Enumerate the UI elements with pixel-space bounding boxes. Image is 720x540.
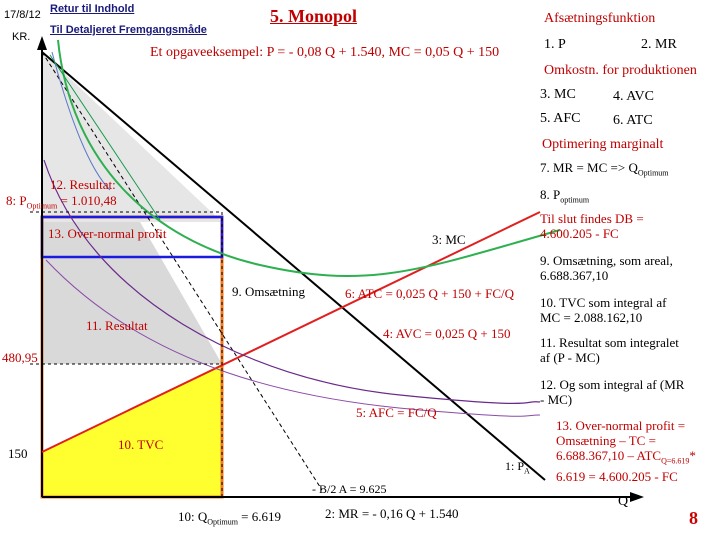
mc-line: [41, 211, 541, 453]
demand-function-heading: Afsætningsfunktion: [544, 11, 656, 26]
step-11: 11. Resultat som integralet af (P - MC): [540, 335, 679, 365]
y-value-150: 150: [8, 446, 28, 461]
pa-label: 1: PA: [505, 459, 530, 476]
optimization-heading: Optimering marginalt: [542, 137, 664, 152]
green-line-upper: [49, 54, 161, 221]
date-label: 17/8/12: [4, 9, 41, 21]
item-mr: 2. MR: [641, 37, 677, 52]
item-mc: 3. MC: [540, 87, 576, 102]
q-optimum-label: 10: QOptimum = 6.619: [178, 509, 282, 527]
cost-heading: Omkostn. for produktionen: [544, 63, 697, 78]
overnormal-13-label: 13. Over-normal profit: [48, 226, 167, 241]
step-9: 9. Omsætning, som areal, 6.688.367,10: [540, 253, 673, 283]
y-axis-arrow: [37, 36, 47, 50]
q-axis-label: Q: [618, 494, 629, 509]
x-axis-arrow: [630, 492, 644, 502]
item-avc: 4. AVC: [613, 89, 654, 104]
y-value-480: 480,95: [2, 350, 38, 365]
b2a-label: - B/2 A = 9.625: [312, 482, 387, 496]
page-number: 8: [689, 508, 698, 528]
detail-method-link[interactable]: Til Detaljeret Fremgangsmåde: [50, 24, 207, 36]
step-13: 13. Over-normal profit = Omsætning – TC …: [556, 418, 696, 484]
example-equation: Et opgaveeksempel: P = - 0,08 Q + 1.540,…: [150, 45, 500, 60]
avc-blue-curve: [51, 51, 111, 191]
tvc-area: [42, 364, 222, 497]
step-10: 10. TVC som integral af MC = 2.088.162,10: [540, 295, 667, 325]
atc-curve: [57, 39, 561, 277]
mr-curve-label: 2: MR = - 0,16 Q + 1.540: [325, 506, 459, 521]
step-8: 8. Poptimum: [540, 187, 590, 205]
atc-curve-label: 6: ATC = 0,025 Q + 150 + FC/Q: [345, 286, 514, 301]
afc-curve: [43, 159, 541, 405]
revenue-9-label: 9. Omsætning: [232, 284, 305, 299]
mr-curve: [41, 51, 323, 491]
result-11-label: 11. Resultat: [86, 318, 148, 333]
item-atc: 6. ATC: [613, 113, 653, 128]
avc-curve-label: 4: AVC = 0,025 Q + 150: [383, 326, 511, 341]
kr-label: KR.: [12, 31, 31, 43]
db-result: Til slut findes DB = 4.600.205 - FC: [540, 211, 644, 241]
back-to-contents-link[interactable]: Retur til Indhold: [50, 3, 135, 15]
result-area-upper: [42, 52, 222, 222]
item-afc: 5. AFC: [540, 111, 581, 126]
page-title: 5. Monopol: [270, 6, 358, 26]
p-optimum-label: 8: POptimum = 1.010,48: [6, 193, 117, 211]
step-12: 12. Og som integral af (MR - MC): [540, 377, 685, 407]
step-7: 7. MR = MC => QOptimum: [540, 160, 669, 178]
tvc-10-label: 10. TVC: [118, 437, 164, 452]
item-p: 1. P: [544, 37, 566, 52]
afc-curve-2: [45, 259, 541, 417]
mc-curve-label: 3: MC: [432, 232, 466, 247]
demand-curve: [41, 51, 546, 481]
afc-curve-label: 5: AFC = FC/Q: [356, 405, 437, 420]
result-12-label: 12. Resultat:: [50, 177, 116, 192]
